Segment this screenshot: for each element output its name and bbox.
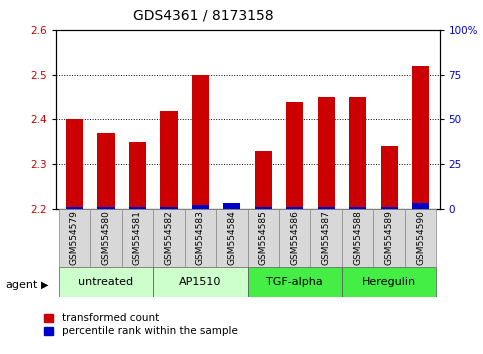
Bar <box>97 133 114 209</box>
Bar <box>160 110 178 209</box>
Text: GDS4361 / 8173158: GDS4361 / 8173158 <box>132 9 273 23</box>
Bar <box>286 207 303 209</box>
Bar <box>66 207 83 209</box>
Text: AP1510: AP1510 <box>179 277 222 287</box>
Bar <box>185 209 216 267</box>
Bar <box>248 267 342 297</box>
Bar <box>349 207 366 209</box>
Bar <box>279 209 311 267</box>
Bar <box>311 209 342 267</box>
Bar <box>122 209 153 267</box>
Bar <box>97 207 114 209</box>
Bar <box>317 97 335 209</box>
Text: Heregulin: Heregulin <box>362 277 416 287</box>
Bar <box>153 267 248 297</box>
Bar <box>381 146 398 209</box>
Bar <box>59 267 153 297</box>
Bar <box>129 142 146 209</box>
Bar <box>405 209 436 267</box>
Text: GSM554588: GSM554588 <box>353 211 362 266</box>
Legend: transformed count, percentile rank within the sample: transformed count, percentile rank withi… <box>44 313 238 336</box>
Text: TGF-alpha: TGF-alpha <box>266 277 323 287</box>
Text: untreated: untreated <box>78 277 133 287</box>
Bar <box>248 209 279 267</box>
Bar <box>342 267 436 297</box>
Text: GSM554580: GSM554580 <box>101 211 111 266</box>
Text: GSM554584: GSM554584 <box>227 211 236 266</box>
Bar <box>412 66 429 209</box>
Bar <box>286 102 303 209</box>
Bar <box>342 209 373 267</box>
Bar <box>192 75 209 209</box>
Bar <box>90 209 122 267</box>
Text: GSM554582: GSM554582 <box>164 211 173 266</box>
Text: GSM554587: GSM554587 <box>322 211 331 266</box>
Text: GSM554583: GSM554583 <box>196 211 205 266</box>
Text: agent: agent <box>6 280 38 290</box>
Text: GSM554581: GSM554581 <box>133 211 142 266</box>
Text: GSM554590: GSM554590 <box>416 211 425 266</box>
Bar <box>381 207 398 209</box>
Text: GSM554579: GSM554579 <box>70 211 79 266</box>
Bar <box>66 120 83 209</box>
Bar <box>317 207 335 209</box>
Bar <box>129 207 146 209</box>
Bar <box>223 204 241 209</box>
Bar <box>412 204 429 209</box>
Text: GSM554585: GSM554585 <box>259 211 268 266</box>
Bar <box>216 209 248 267</box>
Text: GSM554586: GSM554586 <box>290 211 299 266</box>
Bar <box>153 209 185 267</box>
Bar <box>255 207 272 209</box>
Text: GSM554589: GSM554589 <box>384 211 394 266</box>
Bar <box>349 97 366 209</box>
Bar <box>255 151 272 209</box>
Bar <box>373 209 405 267</box>
Bar <box>160 207 178 209</box>
Bar <box>192 205 209 209</box>
Bar <box>59 209 90 267</box>
Text: ▶: ▶ <box>41 280 49 290</box>
